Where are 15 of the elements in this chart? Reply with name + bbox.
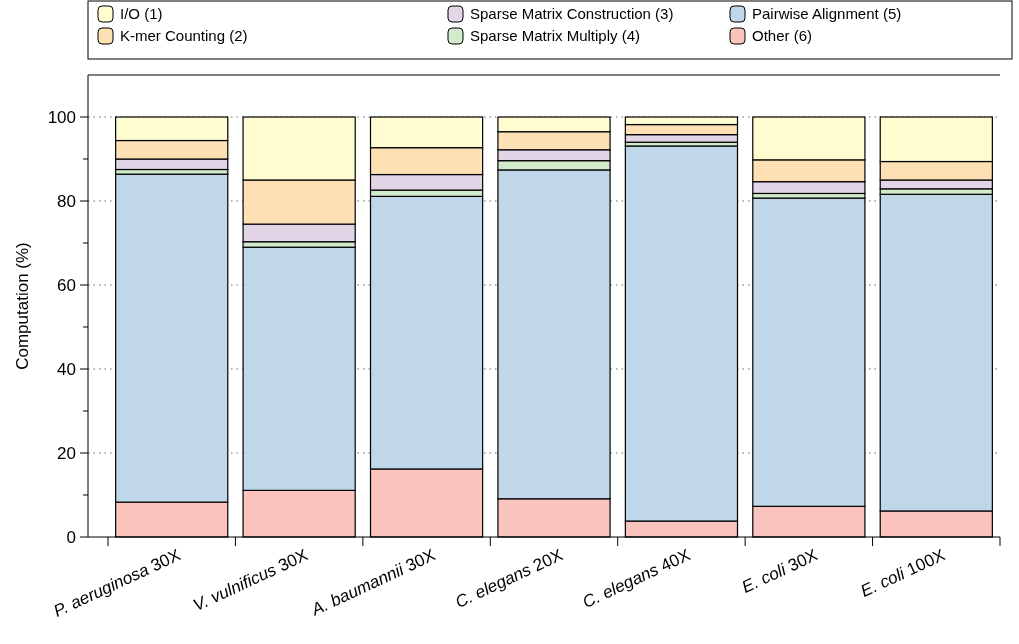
legend-label: I/O (1) <box>120 5 163 22</box>
y-tick-label: 80 <box>57 192 76 211</box>
legend-label: K-mer Counting (2) <box>120 27 248 44</box>
y-tick-label: 0 <box>66 528 76 547</box>
y-tick-label: 20 <box>57 444 76 463</box>
x-tick-label: E. coli 100X <box>857 545 948 601</box>
legend-label: Other (6) <box>752 27 813 44</box>
x-tick-label: E. coli 30X <box>738 545 821 597</box>
y-tick-label: 60 <box>57 276 76 295</box>
legend-label: Pairwise Alignment (5) <box>752 5 902 22</box>
y-tick-label: 100 <box>47 108 76 127</box>
y-tick-label: 40 <box>57 360 76 379</box>
legend-label: Sparse Matrix Multiply (4) <box>470 27 641 44</box>
y-axis-title: Computation (%) <box>13 242 32 370</box>
legend-label: Sparse Matrix Construction (3) <box>470 5 674 22</box>
